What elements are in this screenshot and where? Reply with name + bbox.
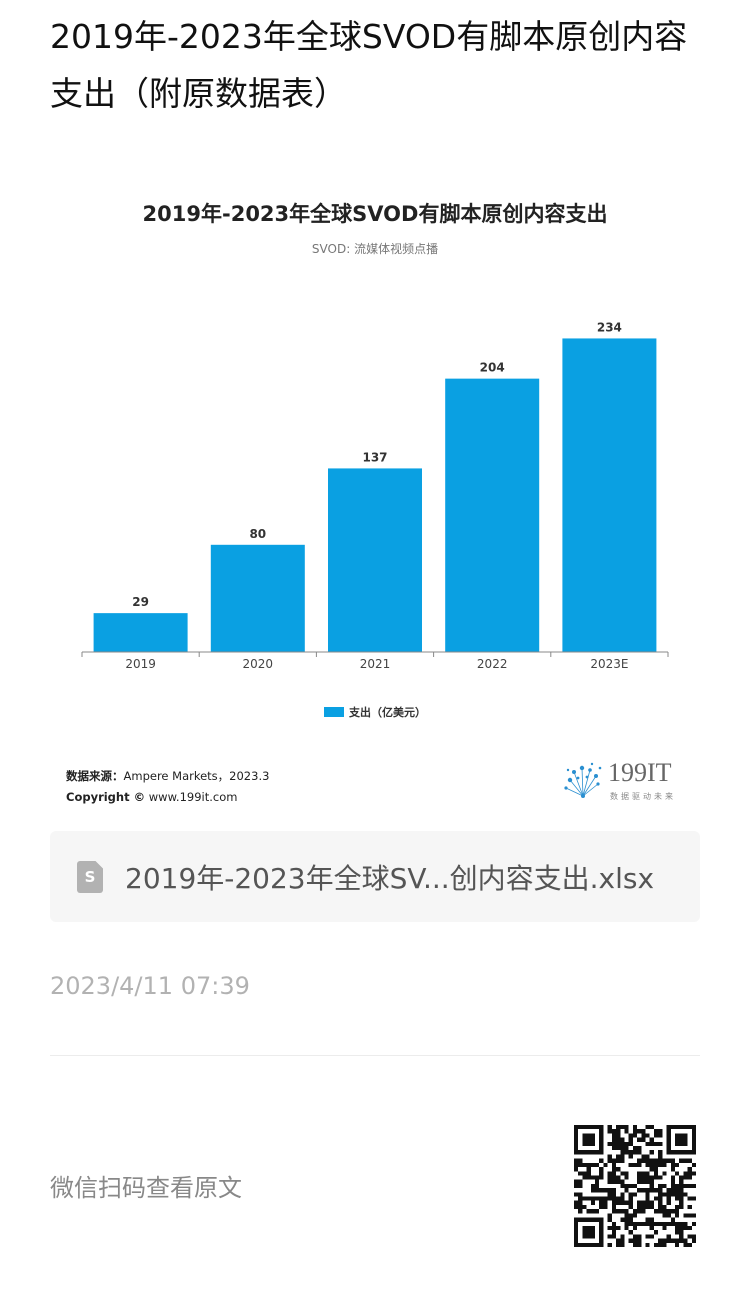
file-icon-letter: S: [84, 867, 96, 886]
bar-value-label: 80: [249, 527, 266, 541]
copyright-label: Copyright ©: [66, 790, 146, 804]
source-value: Ampere Markets，2023.3: [123, 769, 270, 783]
publish-timestamp: 2023/4/11 07:39: [50, 972, 250, 1000]
divider: [50, 1055, 700, 1056]
x-axis-ticks: 2019 2020 2021 2022 2023E: [81, 652, 669, 671]
brand-name: 199IT: [608, 758, 672, 787]
bar-value-label: 29: [132, 595, 149, 609]
x-tick-label: 2023E: [590, 657, 628, 671]
chart-subtitle: SVOD: 流媒体视频点播: [311, 242, 439, 256]
bar-2019: [93, 613, 188, 652]
bar-2023E: [562, 338, 657, 652]
attachment-card[interactable]: S 2019年-2023年全球SV...创内容支出.xlsx: [50, 831, 700, 922]
copyright-value: www.199it.com: [145, 790, 238, 804]
brand-dandelion-icon: [564, 762, 602, 798]
x-tick-label: 2019: [125, 657, 156, 671]
scan-prompt: 微信扫码查看原文: [50, 1174, 242, 1202]
brand-tagline: 数据驱动未来: [610, 792, 676, 801]
legend-label: 支出（亿美元）: [349, 706, 426, 719]
x-tick-label: 2022: [477, 657, 508, 671]
x-tick-label: 2021: [360, 657, 391, 671]
bar-value-label: 234: [597, 320, 622, 334]
attachment-file-name: 2019年-2023年全球SV...创内容支出.xlsx: [125, 861, 655, 895]
source-block: 数据来源：Ampere Markets，2023.3 Copyright © w…: [66, 766, 269, 808]
bar-value-label: 137: [362, 450, 387, 464]
bar-2022: [445, 378, 540, 652]
legend-swatch: [324, 707, 344, 717]
bar-2021: [328, 468, 422, 652]
chart-legend: 支出（亿美元）: [50, 704, 700, 720]
source-label: 数据来源：: [66, 769, 124, 783]
chart-svg: 29 80 137 204 234 2019 2020 2021 2022 2023E: [81, 320, 669, 671]
qr-code[interactable]: [574, 1125, 696, 1247]
bar-value-label: 204: [480, 361, 505, 375]
bar-2020: [210, 544, 305, 652]
spreadsheet-file-icon: S: [77, 860, 103, 893]
chart-title: 2019年-2023年全球SVOD有脚本原创内容支出: [142, 202, 608, 226]
page-title: 2019年-2023年全球SVOD有脚本原创内容支出（附原数据表）: [50, 17, 688, 113]
bars-layer: 29 80 137 204 234: [93, 320, 657, 652]
x-tick-label: 2020: [243, 657, 274, 671]
brand-logo: 199IT 数据驱动未来: [560, 758, 700, 806]
bar-chart: 29 80 137 204 234 2019 2020 2021 2022 2023E 2019…: [50, 180, 700, 820]
